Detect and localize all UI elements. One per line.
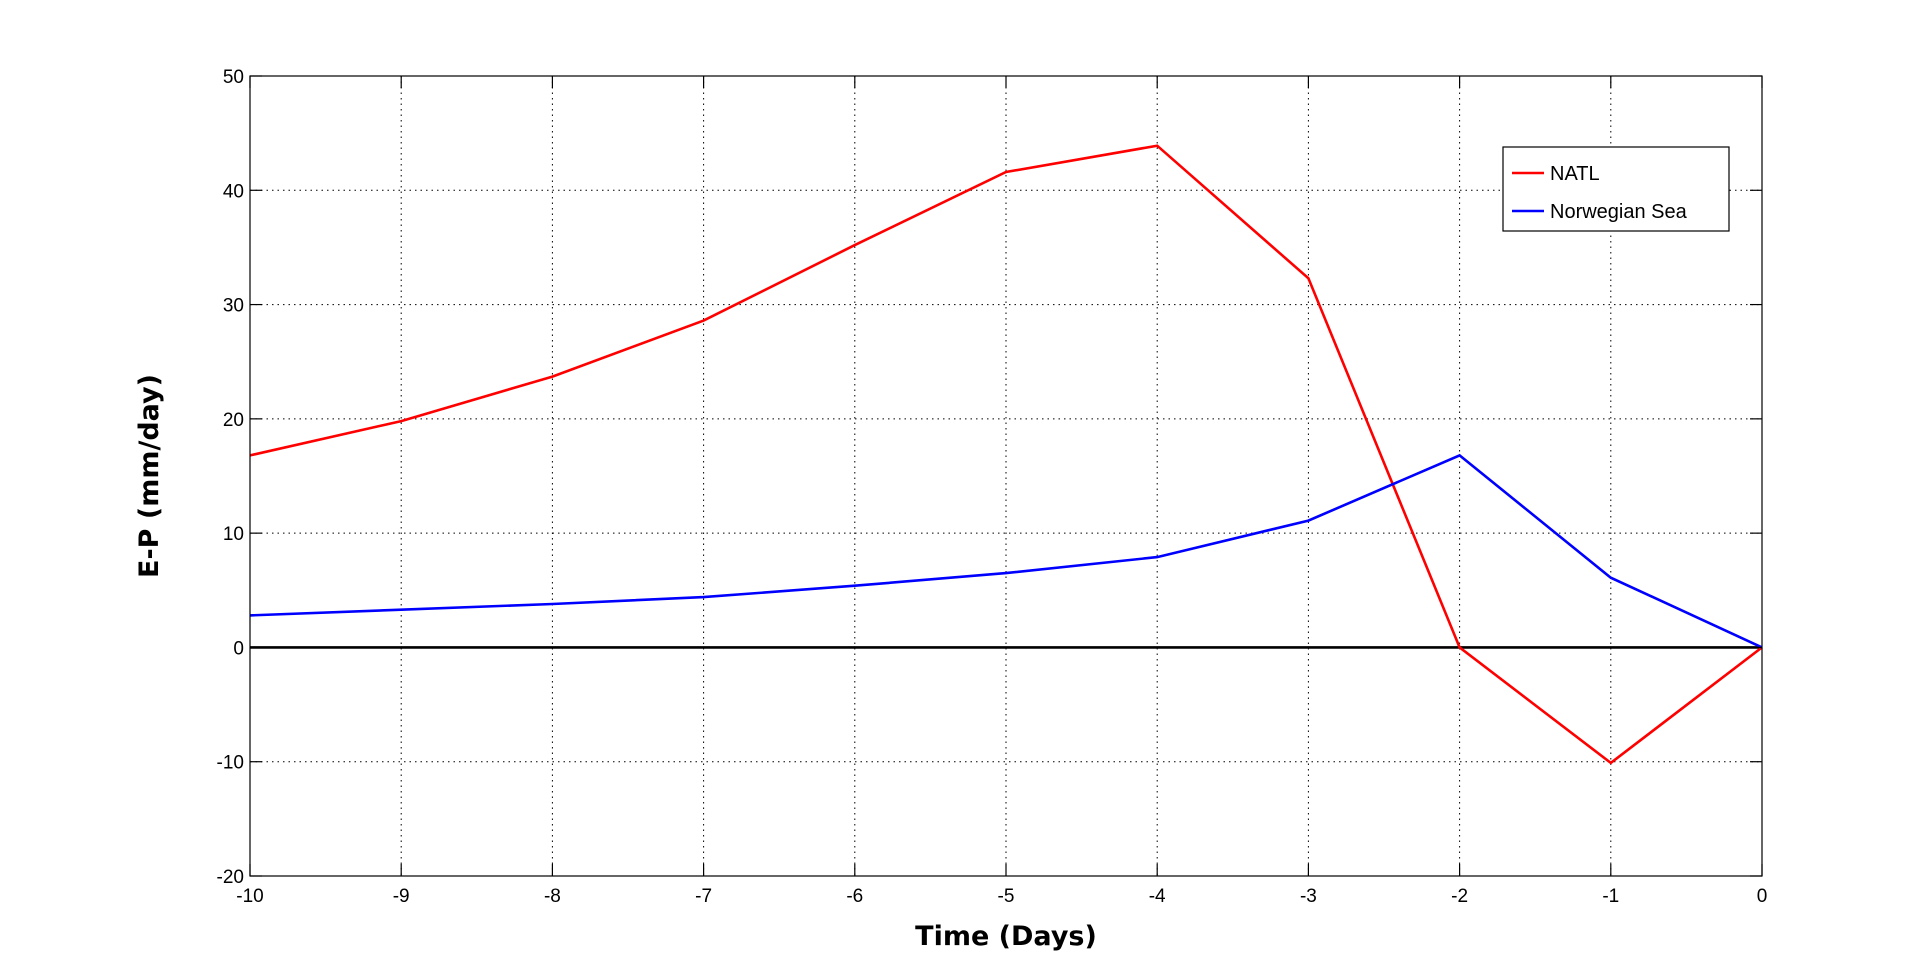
y-tick-label: 10: [223, 524, 244, 545]
series-line-natl: [249, 144, 1763, 765]
x-tick-label: -1: [1602, 886, 1619, 907]
x-axis-title: Time (Days): [915, 921, 1097, 952]
legend-label-natl: NATL: [1550, 163, 1600, 185]
x-tick-label: -7: [695, 886, 712, 907]
legend-box: [1502, 146, 1730, 232]
series-group: [249, 144, 1763, 765]
y-tick-label: 40: [223, 181, 244, 202]
legend: NATL Norwegian Sea: [1502, 146, 1730, 232]
y-axis-title: E-P (mm/day): [134, 374, 165, 578]
y-tick-label: 0: [233, 638, 244, 659]
y-tick-label: -20: [217, 867, 244, 888]
y-tick-label: 50: [223, 67, 244, 88]
x-tick-label: -2: [1451, 886, 1468, 907]
x-tick-label: -6: [846, 886, 863, 907]
x-tick-label: -10: [236, 886, 263, 907]
x-tick-label: -3: [1300, 886, 1317, 907]
series-line-norwegian-sea: [249, 453, 1763, 649]
y-tick-label: 20: [223, 410, 244, 431]
ticks: [249, 75, 1763, 877]
x-tick-label: 0: [1757, 886, 1768, 907]
legend-label-norwegian-sea: Norwegian Sea: [1550, 201, 1688, 223]
y-tick-label: 30: [223, 296, 244, 317]
x-tick-label: -8: [544, 886, 561, 907]
x-tick-label: -9: [393, 886, 410, 907]
x-tick-label: -4: [1149, 886, 1166, 907]
x-tick-label: -5: [998, 886, 1015, 907]
y-tick-label: -10: [217, 753, 244, 774]
